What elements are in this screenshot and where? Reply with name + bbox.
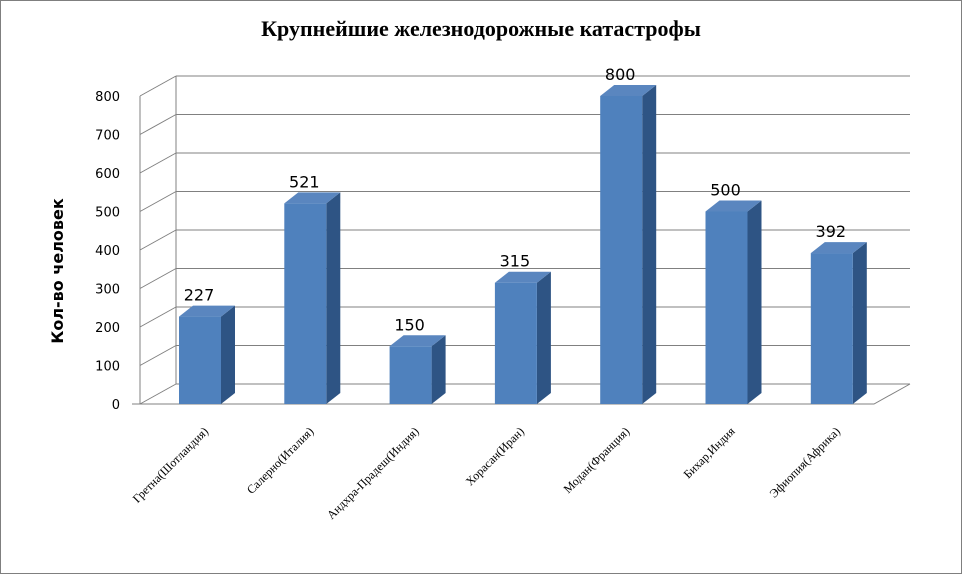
gridline-side <box>139 114 177 135</box>
y-tick-label: 400 <box>95 244 120 259</box>
bar-front <box>705 211 748 404</box>
bar-top <box>705 200 762 212</box>
y-tick-label: 0 <box>112 398 120 413</box>
bar-side <box>431 335 446 404</box>
bar <box>284 192 341 404</box>
bar-side <box>221 305 235 404</box>
bar-top <box>389 335 446 347</box>
bar <box>810 242 867 404</box>
y-tick-label: 700 <box>95 129 120 144</box>
bar-front <box>494 282 537 404</box>
bar-front <box>810 253 853 404</box>
data-label: 150 <box>394 315 425 334</box>
bar-side <box>642 85 657 404</box>
gridline-side <box>139 75 177 97</box>
y-tick-label: 600 <box>95 167 120 182</box>
x-tick-label: Хорасан(Иран) <box>463 424 527 488</box>
x-tick-label: Эфиопия(Африка) <box>767 424 843 500</box>
bar-side <box>326 192 341 404</box>
gridline-side <box>139 229 177 251</box>
gridline-side <box>139 306 177 328</box>
data-labels: 227 521 150 315 800 500 392 <box>184 65 846 334</box>
data-label: 521 <box>289 172 320 191</box>
x-tick-label: Бихар,Индия <box>681 424 738 481</box>
bar <box>705 200 762 404</box>
gridline-side <box>139 345 177 366</box>
y-tick-label: 200 <box>95 321 120 336</box>
bar-top <box>600 85 657 96</box>
data-label: 500 <box>710 181 741 200</box>
gridline-side <box>139 152 177 174</box>
chart-title: Крупнейшие железнодорожные катастрофы <box>261 16 701 41</box>
bar-top <box>179 305 235 317</box>
data-label: 315 <box>500 252 531 271</box>
gridline-side <box>139 268 177 289</box>
bar-front <box>284 203 327 404</box>
bar-side <box>852 242 867 404</box>
x-tick-label: Салерно(Италия) <box>244 424 317 497</box>
bar-side <box>536 271 551 404</box>
bar <box>179 305 235 404</box>
x-tick-label: Гретна(Шотландия) <box>130 424 211 505</box>
bar <box>389 335 446 404</box>
bar <box>600 85 657 404</box>
gridline-side <box>139 191 177 212</box>
bar-front <box>600 96 643 404</box>
x-tick-labels: Гретна(Шотландия) Салерно(Италия) Андхра-П… <box>130 424 843 522</box>
bar-top <box>494 271 551 283</box>
bars-layer <box>179 85 867 404</box>
bar-front <box>389 346 432 404</box>
floor-edge <box>140 383 911 405</box>
y-tick-label: 100 <box>95 360 120 375</box>
data-label: 800 <box>605 65 636 84</box>
y-tick-label: 300 <box>95 283 120 298</box>
bar <box>494 271 551 404</box>
bar-top <box>810 242 867 254</box>
data-label: 227 <box>184 286 215 305</box>
x-tick-label: Модан(Франция) <box>561 424 633 496</box>
data-label: 392 <box>816 222 847 241</box>
bar-front <box>179 316 221 404</box>
y-tick-labels: 0 100 200 300 400 500 600 700 800 <box>95 90 120 413</box>
gridline-side <box>139 383 177 405</box>
bar-side <box>747 200 762 404</box>
y-tick-label: 500 <box>95 206 120 221</box>
y-tick-label: 800 <box>95 90 120 105</box>
x-tick-label: Андхра-Прадеш(Индия) <box>324 424 422 522</box>
bar-top <box>284 192 341 204</box>
